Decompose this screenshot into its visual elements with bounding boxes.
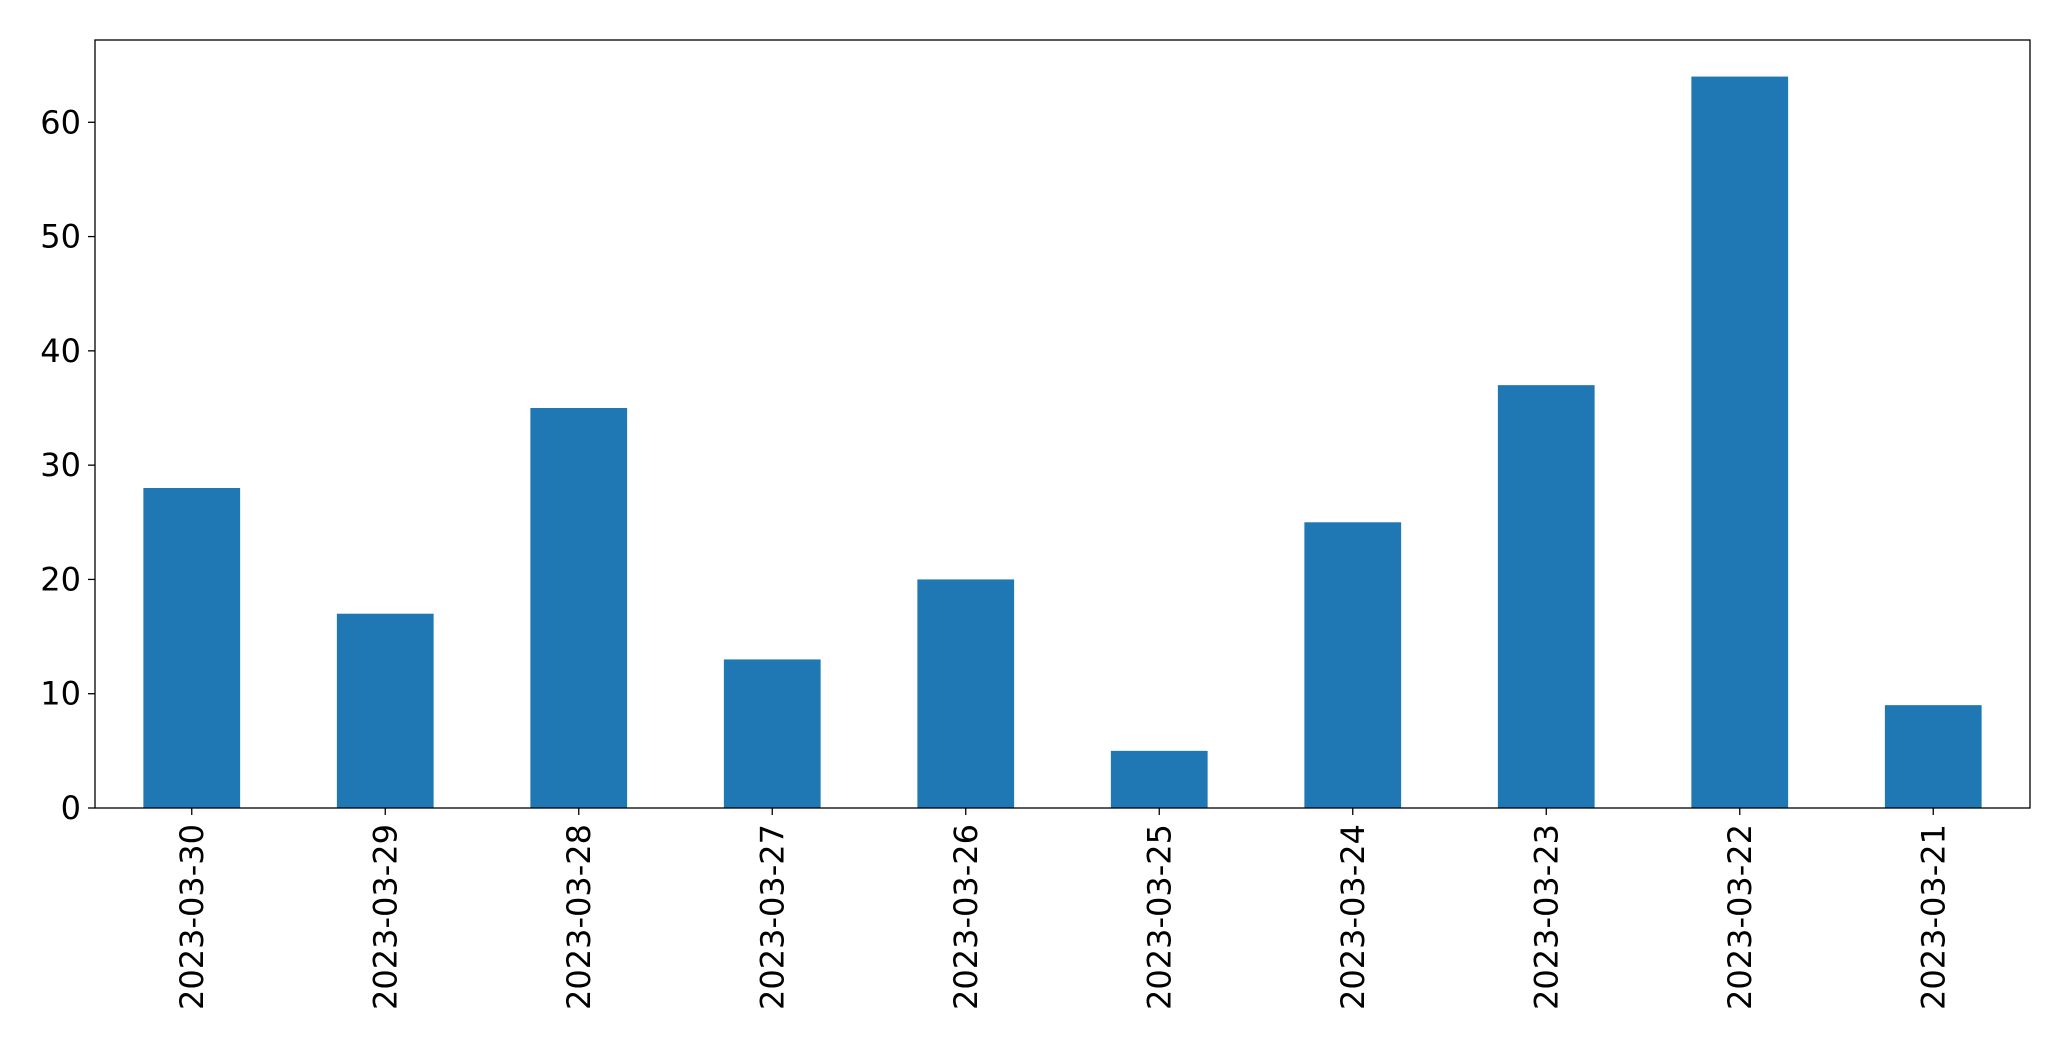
y-tick-label: 40 xyxy=(40,332,81,370)
x-tick-label: 2023-03-27 xyxy=(753,824,791,1010)
x-tick-label: 2023-03-22 xyxy=(1721,824,1759,1010)
x-tick-label: 2023-03-24 xyxy=(1334,824,1372,1010)
bar xyxy=(917,579,1015,808)
bar xyxy=(1497,385,1595,808)
x-tick-label: 2023-03-30 xyxy=(173,824,211,1010)
plot-frame xyxy=(94,39,2031,809)
y-tick-label: 60 xyxy=(40,103,81,141)
y-tick-label: 20 xyxy=(40,560,81,598)
bar xyxy=(530,408,628,808)
bar xyxy=(1884,705,1982,808)
bar xyxy=(723,659,821,808)
bar xyxy=(143,488,241,808)
y-tick-label: 0 xyxy=(61,789,81,827)
x-tick-label: 2023-03-21 xyxy=(1914,824,1952,1010)
bar xyxy=(1691,76,1789,809)
bar xyxy=(1304,522,1402,808)
y-tick-label: 30 xyxy=(40,446,81,484)
y-tick-label: 50 xyxy=(40,218,81,256)
x-tick-label: 2023-03-25 xyxy=(1140,824,1178,1010)
bar xyxy=(336,613,434,808)
y-tick-label: 10 xyxy=(40,675,81,713)
x-tick-label: 2023-03-28 xyxy=(560,824,598,1010)
x-tick-label: 2023-03-23 xyxy=(1527,824,1565,1010)
bar xyxy=(1110,750,1208,808)
x-tick-label: 2023-03-26 xyxy=(947,824,985,1010)
x-tick-label: 2023-03-29 xyxy=(366,824,404,1010)
